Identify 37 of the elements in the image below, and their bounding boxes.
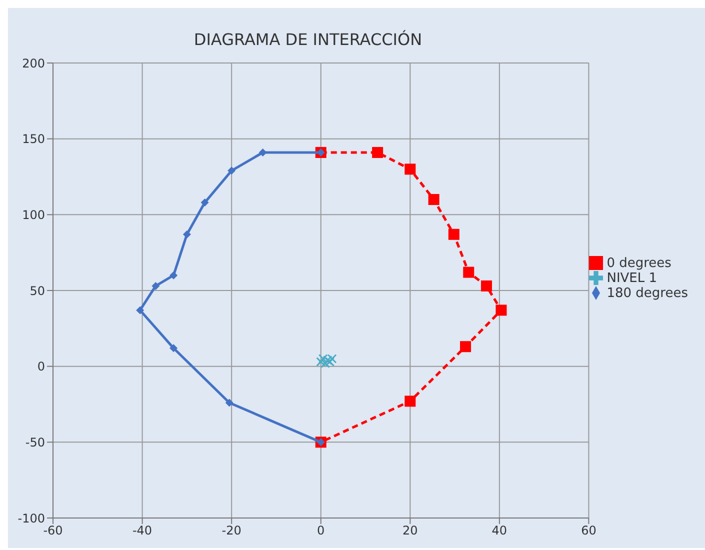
chart-title: DIAGRAMA DE INTERACCIÓN: [192, 30, 424, 49]
point: [170, 344, 178, 352]
point: [428, 194, 440, 205]
point: [404, 396, 416, 407]
x-tick-label: 20: [402, 524, 418, 538]
point: [320, 358, 330, 368]
point: [258, 148, 267, 156]
x-tick-label: 40: [492, 524, 508, 538]
x-tick-label: 0: [317, 524, 325, 538]
point: [372, 146, 384, 158]
x-tick-label: -60: [43, 524, 63, 538]
x-tick-label: -40: [132, 524, 152, 538]
point: [170, 271, 178, 280]
point: [136, 306, 144, 314]
y-tick-label: 100: [22, 208, 45, 222]
point: [152, 282, 160, 290]
point: [460, 341, 472, 352]
point: [404, 164, 416, 175]
point: [496, 304, 507, 316]
point: [200, 198, 209, 207]
x-tick-label: -20: [222, 524, 242, 538]
legend-label: NIVEL 1: [606, 270, 658, 286]
point: [463, 266, 474, 278]
y-tick-label: 150: [22, 132, 45, 146]
y-tick-label: -100: [18, 511, 45, 526]
y-tick-label: -50: [25, 435, 45, 450]
x-tick-label: 60: [581, 524, 596, 538]
y-tick-label: 0: [37, 360, 45, 374]
point: [448, 228, 460, 240]
point: [225, 398, 234, 407]
point: [480, 280, 492, 292]
point: [182, 230, 191, 238]
point: [228, 166, 236, 175]
y-tick-label: 50: [30, 284, 45, 298]
y-tick-label: 200: [22, 56, 45, 70]
legend-label: 180 degrees: [606, 286, 688, 300]
legend-label: 0 degrees: [606, 256, 672, 270]
